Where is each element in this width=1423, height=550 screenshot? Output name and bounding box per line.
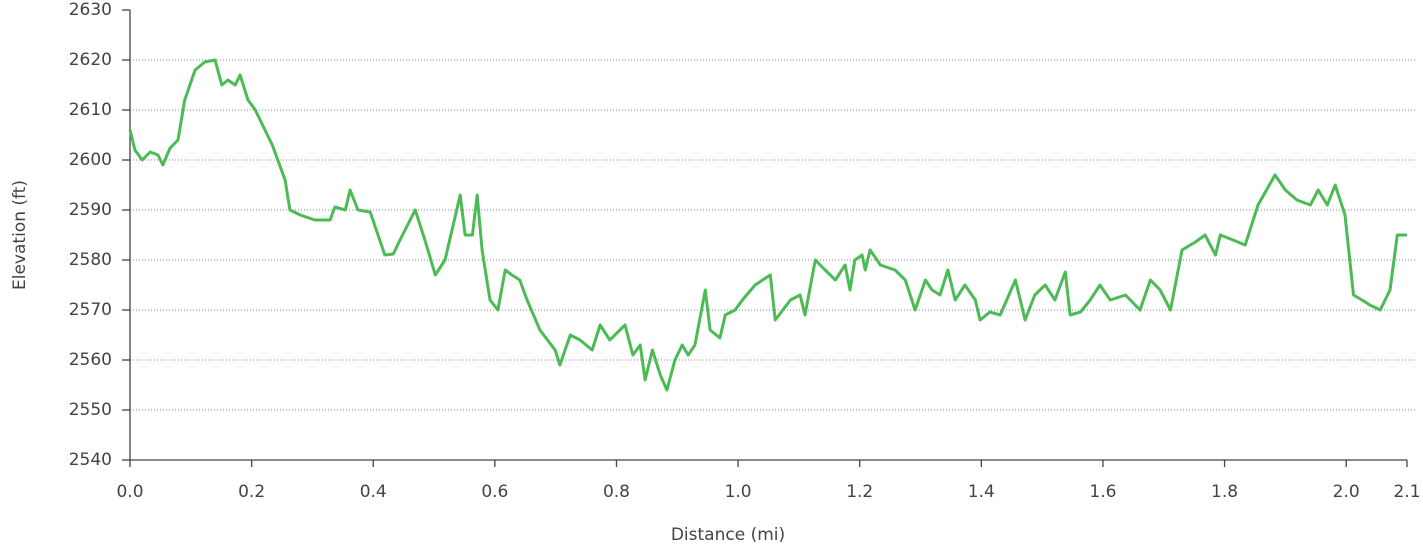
y-tick-label: 2560	[69, 350, 112, 370]
y-tick-label: 2540	[69, 450, 112, 470]
x-tick-label: 0.6	[481, 482, 508, 502]
x-tick-label: 2.0	[1333, 482, 1360, 502]
x-tick-label: 0.2	[238, 482, 265, 502]
y-tick-label: 2550	[69, 400, 112, 420]
y-tick-label: 2610	[69, 100, 112, 120]
x-tick-label: 1.8	[1211, 482, 1238, 502]
x-tick-label: 2.1	[1393, 482, 1420, 502]
y-tick-label: 2620	[69, 50, 112, 70]
y-tick-label: 2590	[69, 200, 112, 220]
x-tick-label: 0.0	[116, 482, 143, 502]
y-tick-label: 2570	[69, 300, 112, 320]
y-tick-label: 2580	[69, 250, 112, 270]
x-tick-label: 1.4	[968, 482, 995, 502]
y-tick-label: 2630	[69, 0, 112, 20]
y-tick-label: 2600	[69, 150, 112, 170]
y-axis-label: Elevation (ft)	[10, 180, 30, 290]
x-axis-label: Distance (mi)	[671, 525, 785, 545]
elevation-line	[128, 58, 1407, 392]
x-tick-label: 0.8	[603, 482, 630, 502]
x-tick-label: 1.6	[1089, 482, 1116, 502]
x-tick-label: 0.4	[360, 482, 387, 502]
x-tick-label: 1.0	[725, 482, 752, 502]
x-tick-label: 1.2	[846, 482, 873, 502]
